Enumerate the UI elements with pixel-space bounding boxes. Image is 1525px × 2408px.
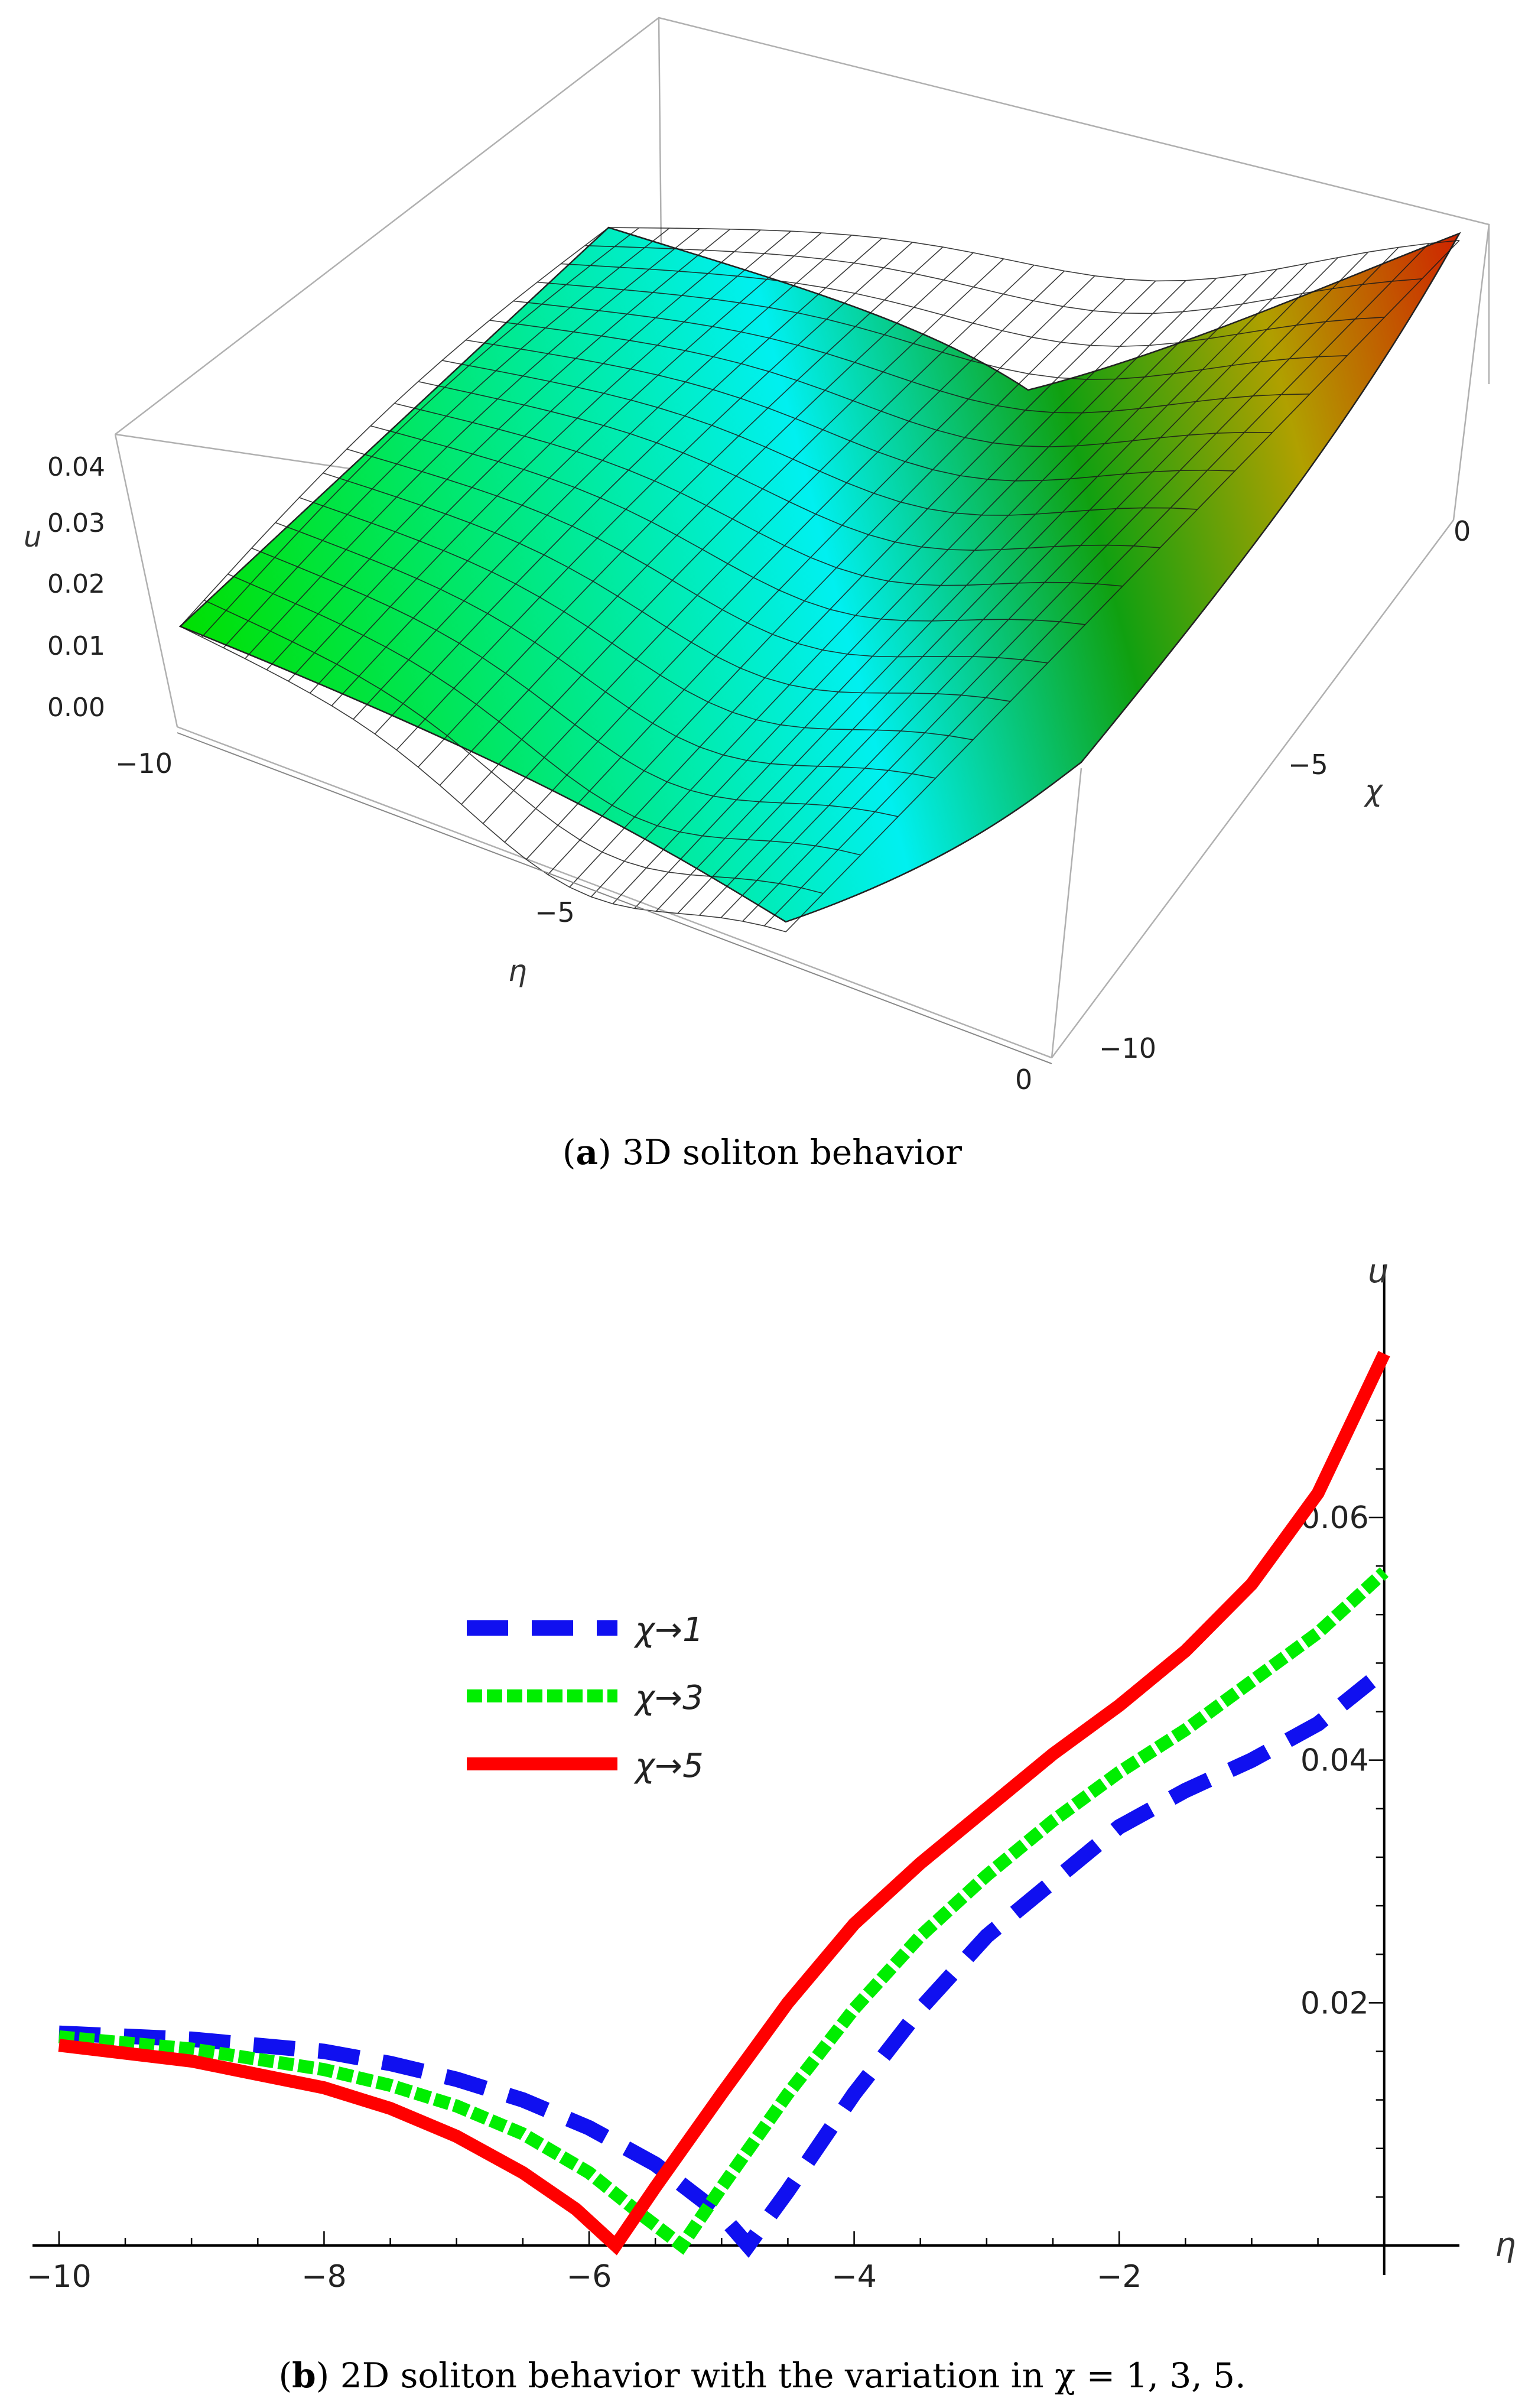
mesh-line — [537, 281, 1348, 380]
caption-a: (a) 3D soliton behavior — [562, 1132, 963, 1172]
mesh-line — [418, 381, 1160, 551]
mesh-line — [441, 360, 1198, 516]
mesh-line — [608, 227, 1460, 282]
bounding-box — [114, 17, 1490, 1059]
y-tick-label: 0.02 — [1300, 1985, 1369, 2021]
u-tick-label: 0.00 — [47, 693, 105, 723]
mesh-line — [275, 522, 936, 779]
legend-label: χ→1 — [633, 1611, 704, 1649]
mesh-line — [299, 497, 973, 740]
axes: −10 −8 −6 −4 −2 0.02 0.04 0.06 η u — [27, 1252, 1516, 2295]
u-axis-label: u — [24, 521, 41, 554]
mesh-line — [584, 245, 1422, 314]
x-axis-label: η — [1495, 2226, 1516, 2264]
mesh-line — [489, 320, 1273, 447]
mesh-line — [394, 402, 1123, 587]
mesh-line — [346, 449, 1048, 664]
mesh-line — [323, 472, 1011, 702]
u-tick-label: 0.03 — [47, 508, 105, 538]
x-tick-label: −6 — [567, 2259, 612, 2295]
x-tick-label: −8 — [301, 2259, 347, 2295]
x-tick-label: −4 — [831, 2259, 877, 2295]
u-axis-3d: 0.04 0.03 0.02 0.01 0.00 u — [24, 452, 105, 723]
caption-a-letter: a — [575, 1132, 598, 1172]
series-line — [58, 1567, 1389, 2255]
chi-axis: 0 −5 −10 χ — [1099, 515, 1471, 1064]
u-tick-label: 0.02 — [47, 569, 105, 599]
mesh-line — [203, 599, 824, 894]
legend: χ→1 χ→3 χ→5 — [467, 1611, 704, 1785]
caption-a-text: 3D soliton behavior — [612, 1132, 963, 1172]
mesh-line — [466, 339, 1235, 482]
u-tick-label: 0.01 — [47, 631, 105, 661]
chi-tick-label: −5 — [1288, 749, 1328, 781]
caption-b-text: 2D soliton behavior with the variation i… — [329, 2355, 1246, 2396]
chi-tick-label: 0 — [1454, 515, 1471, 547]
mesh-line — [561, 263, 1385, 347]
series-lines — [58, 1351, 1390, 2258]
series-line — [58, 1351, 1390, 2256]
mesh-line — [180, 626, 786, 932]
surface-mesh — [178, 226, 1461, 923]
eta-tick-label: −10 — [115, 748, 173, 779]
y-tick-label: 0.06 — [1300, 1500, 1369, 1536]
y-axis-label: u — [1368, 1252, 1389, 1291]
eta-axis: −10 −5 0 η — [115, 732, 1052, 1096]
x-tick-label: −2 — [1097, 2259, 1142, 2295]
caption-b: (b) 2D soliton behavior with the variati… — [278, 2355, 1246, 2396]
mesh-line — [370, 425, 1085, 625]
mesh-line — [251, 547, 899, 817]
eta-axis-label: η — [508, 954, 527, 988]
mesh-line — [513, 300, 1310, 414]
u-tick-label: 0.04 — [47, 452, 105, 482]
series-line — [58, 1675, 1376, 2258]
y-tick-label: 0.04 — [1300, 1743, 1369, 1779]
surface-grid — [180, 227, 1460, 932]
mesh-line — [227, 573, 861, 856]
surface-3d-plot: −10 −5 0 η 0 −5 −10 χ 0.04 0.03 0.02 0.0… — [24, 17, 1490, 1172]
eta-tick-label: −5 — [535, 896, 575, 928]
legend-label: χ→5 — [633, 1747, 704, 1785]
legend-label: χ→3 — [633, 1679, 704, 1717]
chi-tick-label: −10 — [1099, 1032, 1156, 1064]
x-tick-label: −10 — [27, 2259, 92, 2295]
eta-tick-label: 0 — [1015, 1064, 1032, 1096]
chi-axis-label: χ — [1363, 774, 1384, 808]
caption-b-letter: b — [292, 2355, 316, 2396]
